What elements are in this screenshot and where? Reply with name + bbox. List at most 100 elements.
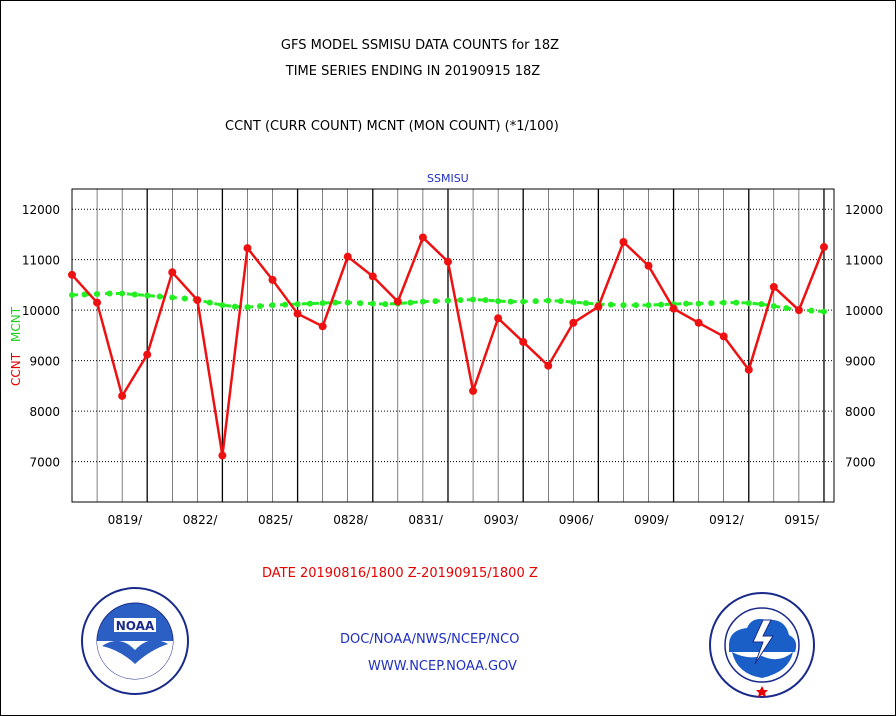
data-point-ccnt [494, 314, 503, 323]
data-point-mcnt [181, 295, 188, 302]
data-point-ccnt [68, 270, 76, 279]
data-point-ccnt [619, 238, 628, 247]
data-point-ccnt [594, 302, 603, 311]
footer-org: DOC/NOAA/NWS/NCEP/NCO [340, 632, 520, 647]
data-point-ccnt [569, 318, 578, 327]
data-point-mcnt [219, 302, 226, 309]
data-point-ccnt [769, 282, 778, 291]
data-point-mcnt [131, 291, 138, 298]
data-point-mcnt [482, 297, 489, 304]
data-point-ccnt [268, 275, 277, 284]
data-point-mcnt [119, 290, 126, 297]
y-tick-label-right: 9000 [845, 355, 876, 369]
time-series-plot: 7000 8000 9000 10000 11000 12000 7000 8000 9000… [9, 188, 883, 527]
data-point-mcnt [94, 291, 101, 298]
y-axis-label-mcnt: MCNT [9, 306, 23, 342]
data-point-ccnt [443, 257, 452, 266]
data-point-ccnt [794, 306, 803, 315]
grid-lines [71, 189, 834, 502]
data-point-ccnt [143, 350, 152, 359]
y-axis-right: 7000 8000 9000 10000 11000 12000 [845, 203, 883, 469]
data-point-ccnt [393, 297, 402, 306]
data-point-mcnt [332, 299, 339, 306]
data-point-mcnt [582, 300, 589, 307]
data-point-mcnt [407, 299, 414, 306]
data-point-ccnt [293, 309, 302, 318]
y-tick-label-left: 12000 [22, 203, 60, 217]
data-point-mcnt [470, 296, 477, 303]
data-point-ccnt [343, 252, 352, 261]
y-tick-label-right: 8000 [845, 405, 876, 419]
data-point-ccnt [544, 361, 553, 370]
data-point-mcnt [432, 298, 439, 305]
data-point-mcnt [156, 293, 163, 300]
data-point-ccnt [418, 233, 427, 242]
data-point-mcnt [645, 302, 652, 309]
noaa-logo-text: NOAA [116, 619, 155, 633]
data-point-mcnt [808, 307, 815, 314]
x-tick-label: 0822/ [183, 513, 219, 527]
data-point-mcnt [720, 299, 727, 306]
series-ccnt [68, 233, 828, 460]
noaa-logo: NOAA [81, 587, 189, 695]
data-point-mcnt [557, 298, 564, 305]
data-point-mcnt [570, 299, 577, 306]
y-tick-label-left: 10000 [22, 304, 60, 318]
data-point-mcnt [369, 300, 376, 307]
data-point-mcnt [545, 297, 552, 304]
footer-url[interactable]: WWW.NCEP.NOAA.GOV [368, 659, 517, 674]
data-point-mcnt [658, 301, 665, 308]
x-tick-label: 0831/ [408, 513, 444, 527]
y-tick-label-right: 12000 [845, 203, 883, 217]
x-tick-label: 0912/ [709, 513, 745, 527]
y-axis-left: 7000 8000 9000 10000 11000 12000 [22, 203, 60, 469]
x-tick-label: 0828/ [333, 513, 369, 527]
data-point-mcnt [507, 298, 514, 305]
data-point-mcnt [244, 304, 251, 311]
data-point-mcnt [632, 302, 639, 309]
data-point-mcnt [382, 301, 389, 308]
data-point-ccnt [744, 365, 753, 374]
x-tick-label: 0903/ [484, 513, 520, 527]
data-point-ccnt [118, 391, 127, 400]
data-point-ccnt [93, 298, 102, 307]
data-point-mcnt [758, 301, 765, 308]
data-point-mcnt [144, 292, 151, 299]
data-point-mcnt [106, 290, 113, 297]
data-point-mcnt [495, 298, 502, 305]
x-tick-label: 0819/ [108, 513, 144, 527]
chart-title: GFS MODEL SSMISU DATA COUNTS for 18Z [280, 38, 560, 53]
plot-subtitle: SSMISU [427, 172, 469, 185]
y-tick-label-left: 7000 [29, 456, 60, 470]
data-point-mcnt [256, 303, 263, 310]
data-point-ccnt [218, 451, 227, 460]
data-point-mcnt [457, 297, 464, 304]
data-point-mcnt [206, 299, 213, 306]
data-point-mcnt [708, 300, 715, 307]
chart-title-line2: TIME SERIES ENDING IN 20190915 18Z [285, 64, 541, 79]
data-point-mcnt [344, 299, 351, 306]
data-point-mcnt [770, 303, 777, 310]
plot-area [71, 188, 835, 503]
data-point-mcnt [745, 300, 752, 307]
data-point-mcnt [733, 299, 740, 306]
data-point-ccnt [368, 272, 377, 281]
data-point-mcnt [307, 300, 314, 307]
chart-legend-description: CCNT (CURR COUNT) MCNT (MON COUNT) (*1/1… [225, 119, 559, 134]
data-point-mcnt [269, 302, 276, 309]
y-tick-label-left: 8000 [29, 405, 60, 419]
y-axis-label-ccnt: CCNT [9, 352, 23, 386]
data-point-mcnt [620, 302, 627, 309]
data-point-mcnt [231, 303, 238, 310]
data-point-ccnt [519, 337, 528, 346]
data-point-ccnt [318, 322, 327, 331]
data-point-mcnt [294, 301, 301, 308]
data-point-ccnt [819, 243, 828, 252]
data-point-mcnt [695, 300, 702, 307]
y-tick-label-left: 11000 [22, 254, 60, 268]
x-tick-label: 0915/ [784, 513, 820, 527]
data-point-ccnt [168, 268, 177, 277]
date-range-label: DATE 20190816/1800 Z-20190915/1800 Z [262, 566, 538, 581]
nws-logo [709, 592, 815, 698]
data-point-mcnt [81, 291, 88, 298]
